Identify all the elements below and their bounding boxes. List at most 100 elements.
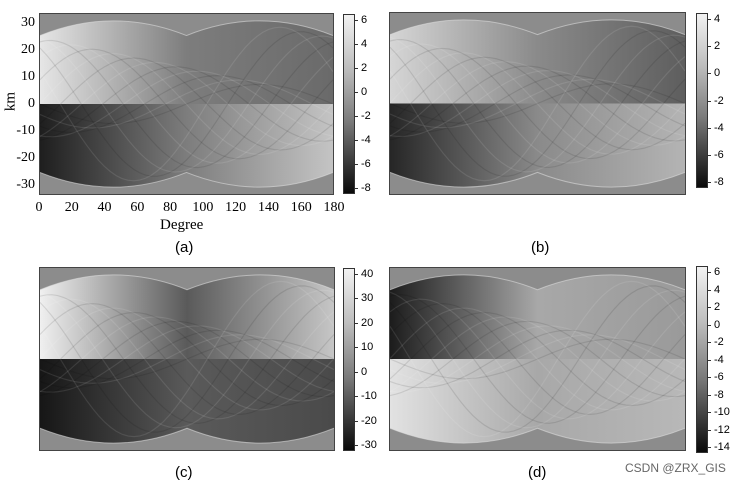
sinogram-streak [390,298,685,420]
sinogram-envelope [40,20,333,188]
sinogram-image-b [390,19,685,188]
sinogram-streak [390,56,685,151]
sinogram-upper-region [390,19,685,104]
sinogram-streak [390,74,685,133]
sinogram-streak [390,289,685,429]
sinogram-streak [390,311,685,407]
colorbar-tick-label: 4 [706,283,721,296]
colorbar-tick-label: 4 [706,13,721,25]
sinogram-streak [40,61,333,147]
colorbar-tick-label: 6 [353,14,368,26]
watermark: CSDN @ZRX_GIS [625,461,726,475]
sinogram-streak [390,52,685,155]
x-tick-label: 160 [290,200,312,215]
sinogram-streak [390,325,685,393]
x-axis-label: Degree [160,217,204,233]
colorbar-tick-label: 0 [706,318,721,331]
sinogram-streak [390,303,685,415]
colorbar-tick-label: 0 [706,67,721,80]
sinogram-streak [40,285,334,433]
sinogram-streak [390,25,685,182]
sinogram-streak [40,44,333,164]
colorbar-tick-label: 10 [353,341,374,354]
colorbar-tick-label: -20 [354,414,377,427]
colorbar-tick-label: 20 [353,316,374,329]
sinogram-lower-region [40,359,334,444]
colorbar-tick-label: -2 [354,110,371,122]
colorbar-a [343,14,355,194]
sinogram-streak [40,294,334,424]
sinogram-streak [390,320,685,398]
sinogram-envelope [390,274,685,444]
colorbar-tick-label: -14 [707,441,730,453]
sinogram-streak [40,70,333,138]
sinogram-image-d [390,274,685,444]
colorbar-tick-label: -6 [707,148,724,161]
sinogram-streak [40,298,334,420]
sinogram-envelope [40,274,334,444]
sinogram-streak [40,289,334,429]
sinogram-streak [40,53,333,155]
colorbar-tick-label: -8 [707,388,724,401]
colorbar-c [343,268,355,451]
colorbar-tick-label: 4 [353,38,368,50]
sinogram-streak [390,334,685,384]
sinogram-streak [390,285,685,433]
sinogram-streak [40,31,333,177]
colorbar-tick-label: 2 [706,301,721,313]
colorbar-tick-label: 6 [706,266,721,278]
colorbar-tick-label: -10 [354,390,377,403]
caption-a: (a) [175,239,194,256]
x-tick-label: 60 [130,200,145,215]
caption-d: (d) [528,464,547,481]
x-tick-label: 140 [257,200,279,215]
sinogram-plot-d [389,267,686,451]
colorbar-tick-label: 2 [353,62,368,74]
sinogram-streak [40,320,334,398]
y-tick-label: 10 [21,69,35,84]
sinogram-plot-c [39,267,335,451]
colorbar-tick-label: 2 [706,40,721,53]
y-tick-label: 30 [21,15,35,30]
sinogram-upper-region [390,274,685,359]
y-tick-label: 20 [21,42,35,57]
sinogram-streak [390,83,685,124]
x-tick-label: 180 [323,200,345,215]
sinogram-streak [40,35,333,173]
x-tick-label: 80 [163,200,178,215]
y-tick-label: -30 [16,177,35,192]
sinogram-streak [390,280,685,438]
sinogram-streak [40,83,333,125]
sinogram-lower-region [40,104,333,188]
sinogram-streak [390,43,685,164]
caption-c: (c) [175,464,193,481]
y-axis-label: km [2,91,19,112]
colorbar-tick-label: -4 [707,121,724,134]
colorbar-tick-label: 40 [353,268,374,280]
sinogram-streak [390,294,685,424]
y-tick-label: -10 [16,123,35,138]
colorbar-tick-label: -6 [707,371,724,383]
colorbar-tick-label: -30 [354,439,377,451]
colorbar-tick-label: -2 [707,94,724,107]
y-tick-label: -20 [16,150,35,165]
colorbar-tick-label: -10 [707,406,730,418]
colorbar-tick-label: -2 [707,336,724,348]
sinogram-plot-b [389,12,686,195]
sinogram-streak [40,307,334,411]
sinogram-streak [40,57,333,151]
sinogram-lower-region [390,359,685,444]
colorbar-tick-label: -8 [354,182,371,194]
sinogram-streak [40,48,333,160]
sinogram-streak [390,34,685,173]
sinogram-streak [390,38,685,169]
sinogram-streak [40,338,334,380]
colorbar-tick-label: 30 [353,292,374,305]
sinogram-streak [40,39,333,169]
sinogram-streak [390,78,685,129]
sinogram-streak [40,316,334,402]
sinogram-streak [40,280,334,438]
sinogram-streak [40,334,334,384]
sinogram-streak [390,61,685,146]
sinogram-streak [390,65,685,142]
